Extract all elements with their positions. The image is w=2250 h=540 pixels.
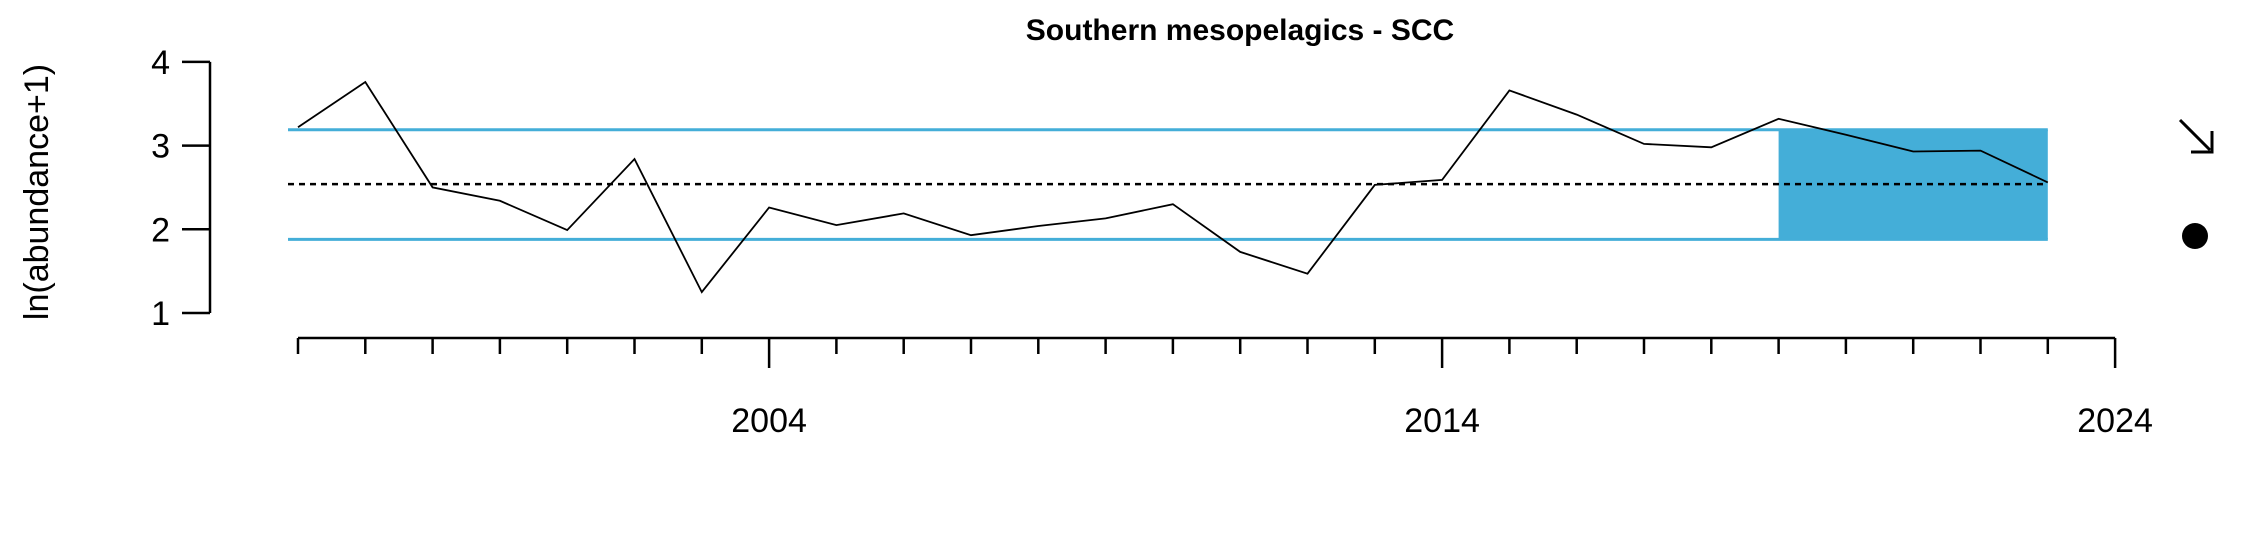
- chart-title: Southern mesopelagics - SCC: [1026, 14, 1454, 47]
- series-line: [297, 80, 2049, 294]
- y-tick-label: 2: [151, 211, 170, 249]
- x-tick-label: 2024: [2077, 402, 2153, 440]
- x-tick-label: 2004: [731, 402, 807, 440]
- trend-arrow-icon: [2178, 118, 2212, 152]
- y-tick-label: 3: [151, 128, 170, 166]
- status-dot-icon: [2182, 223, 2208, 249]
- y-tick-label: 1: [151, 295, 170, 333]
- x-tick-label: 2014: [1404, 402, 1480, 440]
- y-axis-label: ln(abundance+1): [18, 64, 56, 320]
- y-tick-label: 4: [151, 44, 170, 82]
- trend-arrow-head: [2191, 131, 2214, 154]
- recent-window-box: [1778, 129, 2048, 240]
